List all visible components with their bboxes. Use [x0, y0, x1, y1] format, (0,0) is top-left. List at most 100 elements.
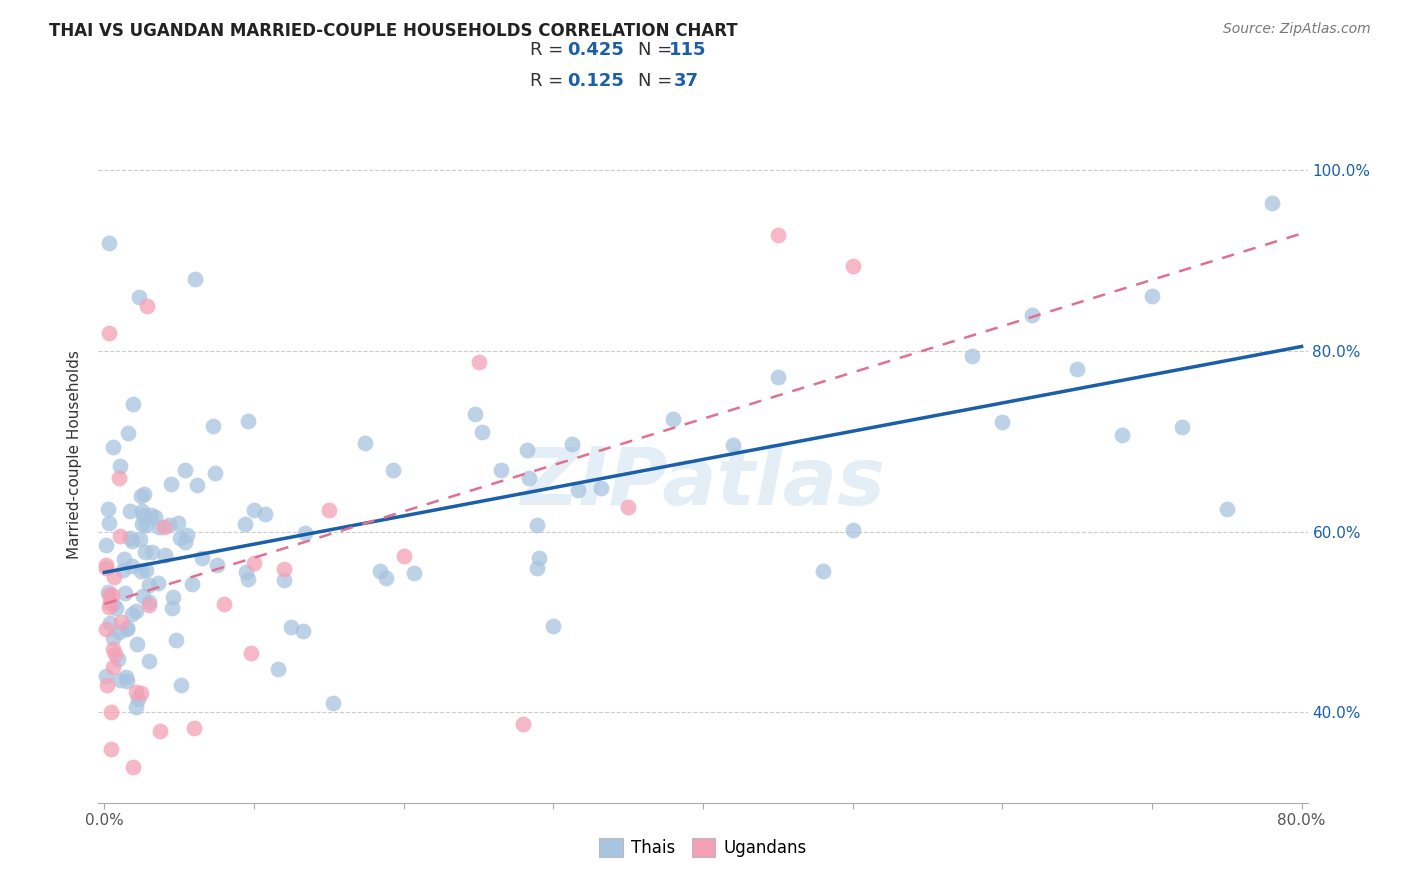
- Text: N =: N =: [638, 41, 672, 59]
- Point: [97, 516, 120, 530]
- Point: [107, 652, 129, 666]
- Point: [129, 489, 152, 503]
- Text: ZIPatlas: ZIPatlas: [520, 443, 886, 522]
- Point: [105, 600, 128, 615]
- Point: [101, 660, 124, 674]
- Point: [207, 558, 229, 573]
- Point: [138, 595, 160, 609]
- Point: [108, 459, 131, 474]
- Point: [129, 532, 152, 546]
- Point: [97, 326, 120, 340]
- Point: [125, 685, 148, 699]
- Point: [183, 721, 205, 735]
- Point: [143, 509, 166, 524]
- Point: [115, 621, 138, 635]
- Point: [94, 558, 117, 573]
- Point: [110, 615, 132, 629]
- Point: [240, 646, 263, 660]
- Point: [131, 517, 153, 532]
- Point: [100, 741, 122, 756]
- Point: [489, 463, 512, 477]
- Point: [132, 589, 155, 603]
- Text: Source: ZipAtlas.com: Source: ZipAtlas.com: [1223, 22, 1371, 37]
- Point: [235, 565, 257, 579]
- Point: [766, 227, 789, 242]
- Point: [94, 622, 117, 636]
- Point: [112, 552, 135, 566]
- Text: 37: 37: [673, 72, 699, 90]
- Point: [96, 678, 118, 692]
- Point: [97, 501, 120, 516]
- Point: [267, 662, 290, 676]
- Point: [127, 637, 149, 651]
- Point: [962, 349, 984, 363]
- Point: [567, 483, 589, 497]
- Point: [381, 463, 404, 477]
- Point: [1140, 289, 1163, 303]
- Point: [125, 700, 148, 714]
- Point: [135, 563, 157, 577]
- Point: [149, 723, 172, 738]
- Y-axis label: Married-couple Households: Married-couple Households: [67, 351, 83, 559]
- Point: [153, 520, 176, 534]
- Point: [131, 503, 153, 517]
- Point: [112, 563, 135, 577]
- Point: [170, 678, 193, 692]
- Point: [561, 436, 583, 450]
- Point: [128, 290, 150, 304]
- Point: [167, 516, 190, 530]
- Point: [527, 551, 550, 566]
- Point: [517, 471, 540, 485]
- Point: [115, 622, 138, 636]
- Point: [117, 426, 139, 441]
- Point: [191, 551, 214, 566]
- Point: [101, 597, 124, 611]
- Point: [101, 440, 124, 454]
- Point: [589, 481, 612, 495]
- Point: [146, 575, 169, 590]
- Text: THAI VS UGANDAN MARRIED-COUPLE HOUSEHOLDS CORRELATION CHART: THAI VS UGANDAN MARRIED-COUPLE HOUSEHOLD…: [49, 22, 738, 40]
- Point: [100, 588, 122, 602]
- Point: [94, 561, 117, 575]
- Point: [121, 533, 143, 548]
- Point: [148, 520, 170, 534]
- Point: [721, 438, 744, 452]
- Point: [125, 604, 148, 618]
- Point: [236, 414, 259, 428]
- Point: [464, 407, 486, 421]
- Text: R =: R =: [530, 72, 564, 90]
- Point: [243, 556, 266, 570]
- Point: [238, 572, 260, 586]
- Point: [127, 691, 149, 706]
- Point: [131, 686, 153, 700]
- Point: [98, 615, 121, 630]
- Point: [174, 535, 197, 549]
- Point: [318, 502, 340, 516]
- Point: [402, 566, 425, 580]
- Point: [174, 463, 197, 477]
- Point: [186, 478, 208, 492]
- Point: [159, 476, 181, 491]
- Point: [1066, 362, 1088, 376]
- Text: 0.125: 0.125: [568, 72, 624, 90]
- Point: [1171, 420, 1194, 434]
- Point: [135, 517, 157, 532]
- Point: [110, 673, 132, 688]
- Point: [135, 299, 157, 313]
- Point: [516, 443, 538, 458]
- Point: [120, 504, 142, 518]
- Text: 0.425: 0.425: [568, 41, 624, 59]
- Point: [322, 697, 344, 711]
- Point: [1021, 308, 1043, 322]
- Point: [134, 487, 156, 501]
- Point: [991, 415, 1014, 429]
- Point: [253, 507, 276, 521]
- Point: [526, 561, 548, 575]
- Point: [121, 607, 143, 621]
- Point: [242, 503, 264, 517]
- Point: [98, 595, 121, 609]
- Point: [1216, 502, 1239, 516]
- Point: [107, 625, 129, 640]
- Point: [162, 590, 184, 604]
- Point: [104, 647, 127, 661]
